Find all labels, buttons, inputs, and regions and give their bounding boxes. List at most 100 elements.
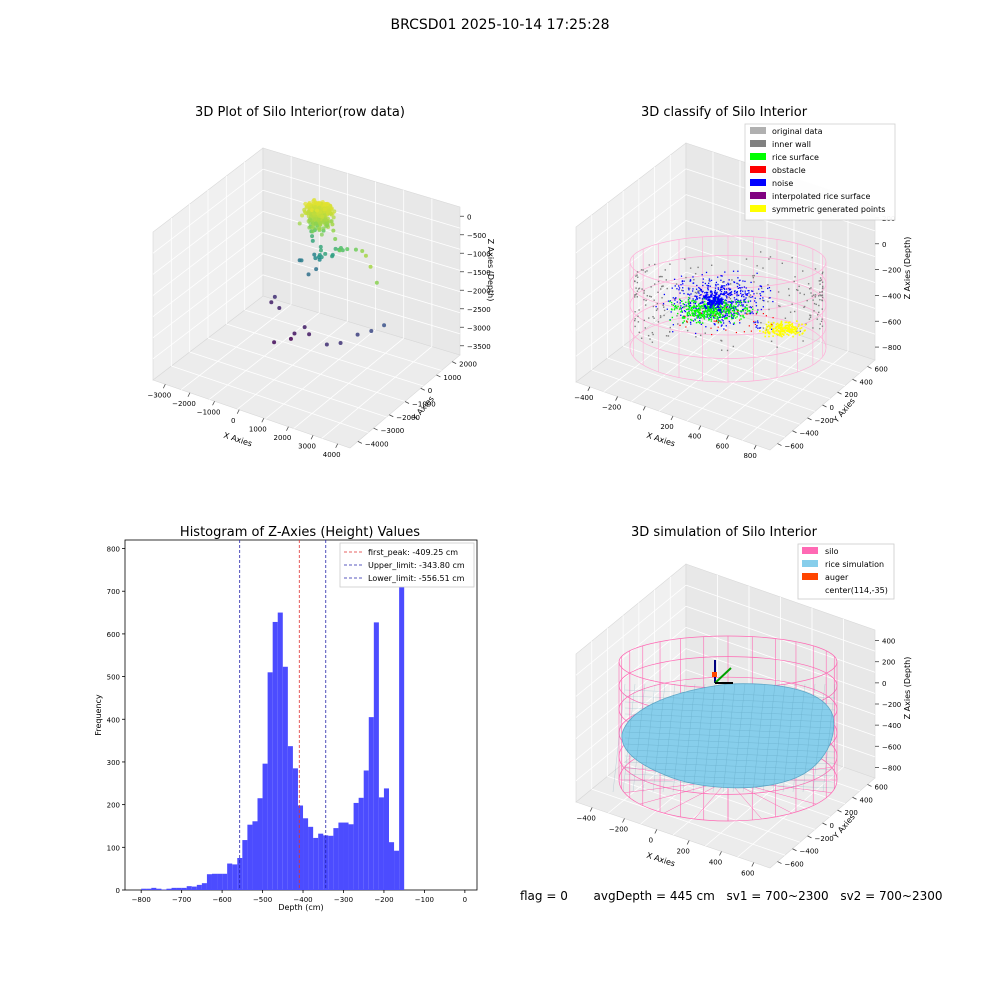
- noise-point: [695, 305, 698, 307]
- noise-point: [695, 295, 697, 297]
- symmetric-point: [769, 327, 771, 330]
- rice-surface-point: [710, 318, 713, 320]
- histogram-bar: [308, 826, 314, 890]
- inner-wall-point: [648, 264, 650, 266]
- rice-surface-point: [729, 307, 731, 309]
- noise-point: [769, 297, 771, 299]
- noise-point: [750, 312, 752, 314]
- rice-surface-point: [687, 308, 689, 310]
- noise-point: [667, 300, 670, 302]
- p2-y-tick-label: 200: [845, 391, 858, 399]
- noise-point: [715, 283, 717, 286]
- inner-wall-point: [777, 291, 780, 293]
- inner-wall-point: [647, 334, 650, 337]
- legend-swatch: [750, 192, 766, 199]
- inner-wall-point: [821, 325, 824, 327]
- inner-wall-point: [751, 305, 754, 308]
- noise-point: [692, 276, 694, 278]
- noise-point: [698, 292, 700, 294]
- noise-point: [731, 316, 733, 319]
- rice-surface-point: [728, 311, 730, 313]
- rice-surface-point: [699, 305, 701, 308]
- noise-point: [745, 294, 747, 296]
- inner-wall-point: [636, 274, 638, 276]
- noise-point: [732, 317, 734, 319]
- noise-point: [723, 305, 725, 307]
- rice-surface-point: [724, 307, 726, 309]
- inner-wall-point: [811, 295, 813, 297]
- rice-surface-point: [698, 305, 700, 307]
- inner-wall-point: [654, 263, 656, 266]
- inner-wall-point: [637, 288, 640, 290]
- noise-point: [705, 297, 707, 299]
- obstacle-point-group: [679, 307, 774, 336]
- noise-point: [726, 292, 728, 294]
- legend-label: rice surface: [772, 153, 819, 162]
- noise-point: [715, 285, 717, 287]
- suptitle: BRCSD01 2025-10-14 17:25:28: [390, 17, 610, 33]
- noise-point: [674, 299, 676, 301]
- rice-surface-point: [687, 301, 690, 303]
- histogram-bar: [348, 824, 354, 890]
- noise-point: [702, 311, 704, 313]
- p4-x-tick-mark: [589, 807, 593, 812]
- noise-point: [736, 295, 738, 297]
- inner-wall-point: [650, 286, 652, 288]
- noise-point: [699, 319, 701, 322]
- p4-grid-y: [591, 788, 786, 856]
- rice-mesh-line: [624, 737, 836, 747]
- noise-point: [689, 305, 692, 307]
- rice-surface-point: [742, 310, 744, 312]
- inner-wall-point: [821, 271, 824, 273]
- rice-surface-point: [713, 308, 715, 311]
- noise-point: [719, 301, 722, 304]
- legend-label: original data: [772, 127, 823, 136]
- rice-surface-point: [683, 317, 685, 319]
- noise-point: [699, 317, 701, 319]
- rice-mesh-line: [624, 695, 836, 705]
- inner-wall-point: [776, 346, 778, 348]
- noise-point: [728, 307, 730, 309]
- noise-point: [728, 294, 730, 296]
- inner-wall-point: [704, 332, 706, 334]
- noise-point: [681, 280, 684, 282]
- rice-mesh-line: [782, 683, 796, 793]
- obstacle-point: [700, 312, 702, 314]
- noise-point: [678, 285, 680, 287]
- noise-point: [719, 307, 721, 309]
- rice-surface-point: [706, 315, 709, 317]
- noise-point: [689, 305, 691, 307]
- noise-point: [721, 324, 723, 326]
- noise-point: [744, 292, 746, 294]
- inner-wall-point: [729, 283, 732, 285]
- inner-wall-point: [697, 266, 699, 269]
- p1-y-tick-mark: [389, 414, 394, 418]
- inner-wall-point: [787, 288, 790, 290]
- noise-point: [741, 286, 743, 289]
- rice-surface-point: [716, 318, 718, 320]
- rice-surface-point: [703, 298, 705, 300]
- raw-data-point: [323, 217, 328, 222]
- noise-point: [680, 314, 682, 316]
- obstacle-point: [746, 313, 748, 315]
- symmetric-point: [767, 329, 769, 331]
- noise-point: [717, 276, 719, 278]
- symmetric-point: [766, 330, 769, 333]
- noise-point: [758, 288, 760, 290]
- inner-wall-point: [819, 283, 821, 285]
- p1-y-tick-label: 2000: [459, 361, 477, 369]
- symmetric-point: [779, 324, 782, 327]
- rice-surface-point: [682, 321, 684, 324]
- rice-surface-point: [714, 317, 716, 319]
- noise-point: [747, 290, 749, 292]
- noise-point: [716, 298, 720, 301]
- rice-surface-point: [701, 322, 704, 324]
- noise-point: [723, 328, 725, 330]
- rice-surface-point: [693, 304, 695, 307]
- inner-wall-point: [659, 316, 662, 319]
- noise-point: [678, 287, 681, 289]
- y-tick-label: 0: [116, 887, 120, 895]
- noise-point: [702, 290, 704, 293]
- rice-surface-point: [669, 300, 671, 303]
- noise-point: [662, 303, 665, 305]
